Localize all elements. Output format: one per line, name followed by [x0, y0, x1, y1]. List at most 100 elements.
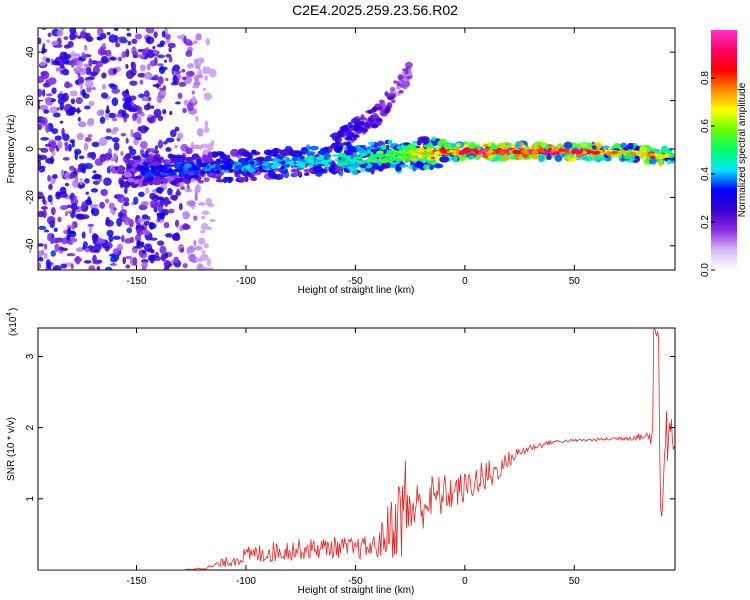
noise-blob — [191, 90, 196, 95]
band-blob — [422, 164, 430, 170]
noise-blob — [91, 86, 97, 91]
noise-blob — [57, 93, 66, 100]
band-blob — [367, 141, 375, 146]
noise-blob — [139, 140, 148, 150]
noise-blob — [54, 243, 60, 252]
noise-blob — [141, 153, 150, 159]
noise-blob — [168, 47, 172, 53]
band-blob — [290, 172, 298, 178]
band-blob — [427, 158, 436, 165]
noise-blob — [182, 263, 188, 269]
streak-blob — [330, 133, 338, 138]
noise-blob — [165, 137, 175, 143]
noise-blob — [61, 237, 68, 245]
band-core-blob — [664, 153, 670, 158]
snr-unit-label: (x10 4 ) — [6, 308, 19, 336]
band-blob — [581, 155, 589, 161]
band-core-blob — [669, 152, 674, 158]
band-core-blob — [646, 154, 654, 157]
noise-blob — [121, 234, 125, 243]
band-blob — [396, 145, 404, 150]
noise-blob — [128, 107, 137, 113]
noise-blob — [194, 245, 203, 251]
noise-blob — [43, 252, 48, 260]
band-core-blob — [358, 161, 362, 164]
noise-blob — [103, 177, 112, 186]
y-tick-label: 2 — [25, 424, 36, 430]
band-core-blob — [219, 161, 224, 164]
noise-blob — [81, 167, 86, 174]
band-blob — [504, 142, 512, 146]
band-core-blob — [539, 148, 545, 153]
noise-blob — [70, 263, 74, 270]
noise-blob — [79, 82, 84, 91]
band-core-blob — [323, 153, 332, 159]
noise-blob — [68, 109, 75, 116]
band-core-blob — [296, 163, 301, 167]
noise-blob — [196, 74, 204, 79]
streak-blob — [384, 91, 389, 97]
band-blob — [134, 179, 139, 184]
noise-blob — [183, 99, 189, 106]
noise-blob — [38, 37, 42, 45]
noise-blob — [165, 77, 169, 82]
noise-blob — [80, 214, 90, 220]
band-core-blob — [215, 163, 220, 168]
band-core-blob — [209, 165, 214, 169]
noise-blob — [210, 139, 215, 147]
noise-blob — [147, 63, 151, 71]
noise-blob — [67, 210, 73, 214]
noise-blob — [85, 191, 89, 195]
streak-blob — [344, 136, 353, 141]
noise-blob — [52, 112, 61, 118]
band-core-blob — [640, 152, 648, 157]
band-core-blob — [606, 151, 612, 157]
noise-blob — [99, 116, 106, 124]
noise-blob — [41, 249, 45, 256]
noise-blob — [149, 200, 159, 207]
band-blob — [627, 142, 634, 150]
noise-blob — [129, 148, 137, 156]
streak-blob — [347, 121, 353, 129]
noise-blob — [87, 223, 95, 227]
noise-blob — [193, 58, 198, 66]
y-tick-label: 20 — [25, 95, 36, 107]
band-blob — [498, 142, 505, 146]
band-core-blob — [417, 154, 422, 159]
band-blob — [153, 175, 162, 183]
band-blob — [197, 180, 205, 184]
noise-blob — [117, 56, 123, 62]
streak-blob — [352, 134, 360, 138]
band-core-blob — [160, 172, 166, 176]
noise-blob — [182, 107, 187, 114]
noise-blob — [177, 92, 183, 99]
noise-blob — [106, 229, 114, 237]
noise-blob — [163, 199, 169, 207]
noise-blob — [135, 234, 142, 243]
noise-blob — [132, 51, 139, 56]
noise-blob — [40, 206, 48, 210]
noise-blob — [137, 72, 147, 78]
noise-blob — [92, 260, 101, 265]
noise-blob — [182, 224, 191, 230]
noise-blob — [54, 135, 62, 141]
colorbar: 0.0 0.2 0.4 0.6 0.8 Normalized spectral ampl… — [700, 30, 748, 277]
streak-blob — [405, 61, 413, 69]
noise-blob — [162, 108, 167, 115]
y-tick-label: -40 — [25, 238, 36, 253]
band-core-blob — [428, 147, 433, 152]
band-blob — [273, 148, 278, 156]
noise-blob — [77, 116, 81, 122]
band-blob — [502, 155, 511, 161]
band-blob — [666, 159, 672, 165]
noise-blob — [200, 266, 208, 270]
band-blob — [328, 165, 336, 173]
noise-blob — [191, 85, 200, 89]
noise-blob — [50, 250, 56, 257]
band-blob — [164, 159, 172, 165]
noise-blob — [42, 196, 46, 205]
noise-blob — [51, 150, 56, 157]
noise-blob — [71, 206, 79, 210]
band-blob — [381, 161, 392, 169]
noise-blob — [91, 141, 100, 148]
